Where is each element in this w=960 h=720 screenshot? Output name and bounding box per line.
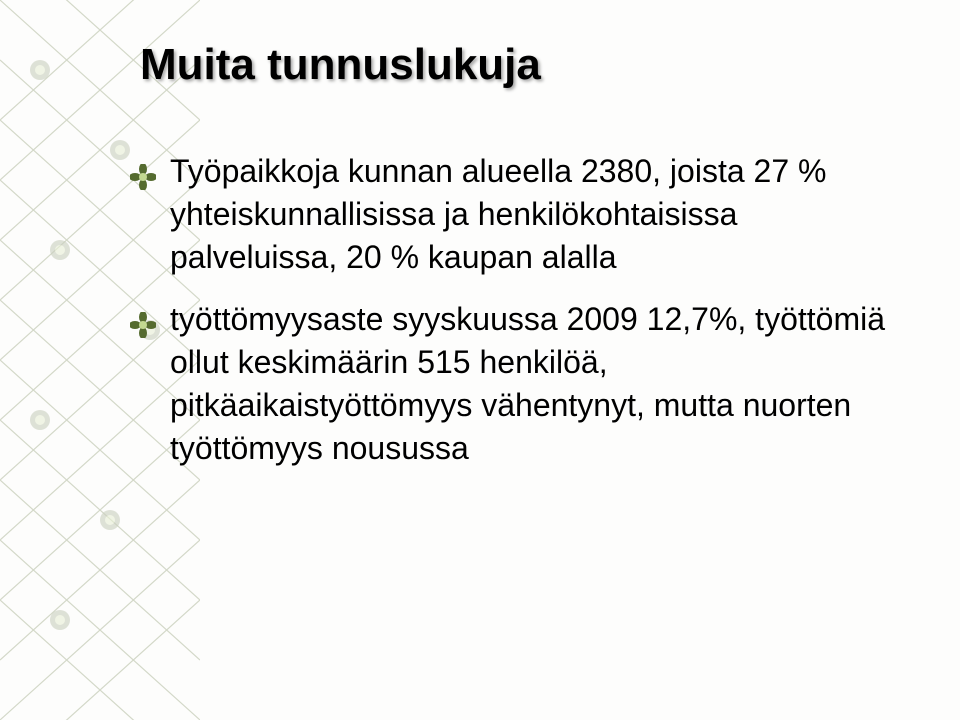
list-item: työttömyysaste syyskuussa 2009 12,7%, ty… bbox=[130, 298, 900, 471]
flower-bullet-icon bbox=[130, 158, 156, 184]
slide-content: Muita tunnuslukuja Työpaikkoja kunnan al… bbox=[0, 0, 960, 720]
bullet-text: Työpaikkoja kunnan alueella 2380, joista… bbox=[170, 153, 826, 275]
list-item: Työpaikkoja kunnan alueella 2380, joista… bbox=[130, 150, 900, 280]
bullet-list: Työpaikkoja kunnan alueella 2380, joista… bbox=[100, 150, 900, 470]
bullet-text: työttömyysaste syyskuussa 2009 12,7%, ty… bbox=[170, 301, 885, 467]
flower-bullet-icon bbox=[130, 306, 156, 332]
slide-title: Muita tunnuslukuja bbox=[140, 40, 900, 90]
